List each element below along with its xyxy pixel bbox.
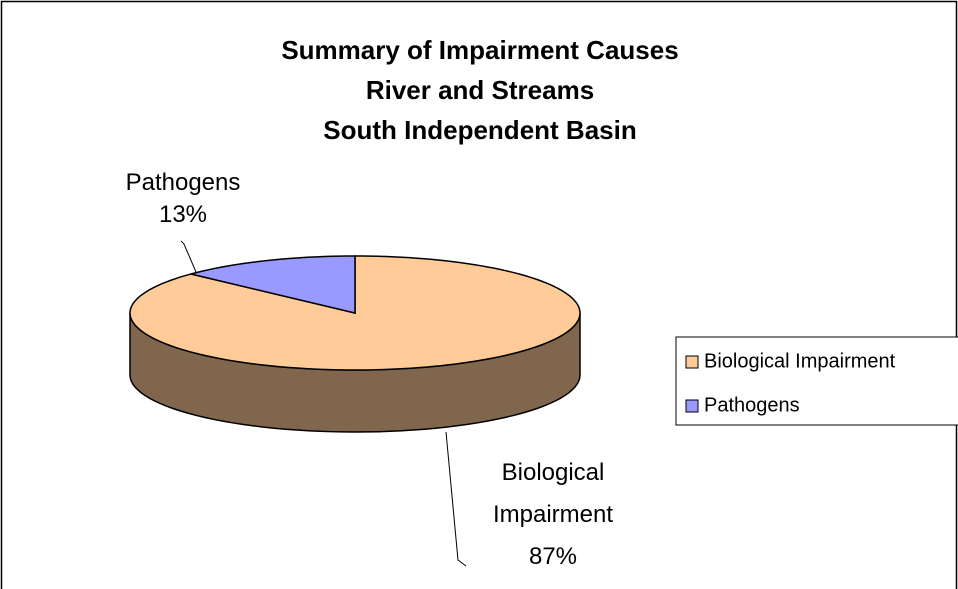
pie [129,255,581,433]
chart-title: River and Streams [366,75,594,105]
legend-label: Pathogens [704,394,800,416]
legend: Biological Impairment Pathogens [675,336,958,426]
data-label-name: Pathogens [125,169,241,196]
legend-label: Biological Impairment [704,350,896,372]
data-label-value: 87% [528,543,578,570]
legend-box [675,336,958,426]
leader-line [445,431,467,567]
data-label-value: 13% [158,201,208,228]
data-label: Biological Impairment 87% [463,452,643,578]
legend-swatch [685,355,699,369]
chart-title: South Independent Basin [323,115,636,145]
data-label: Pathogens 13% [103,164,263,228]
slice [190,255,356,314]
legend-swatch [685,399,699,413]
leader-line [180,240,197,273]
data-label-name: Biological Impairment [492,459,614,528]
chart-title: Summary of Impairment Causes [281,35,678,65]
